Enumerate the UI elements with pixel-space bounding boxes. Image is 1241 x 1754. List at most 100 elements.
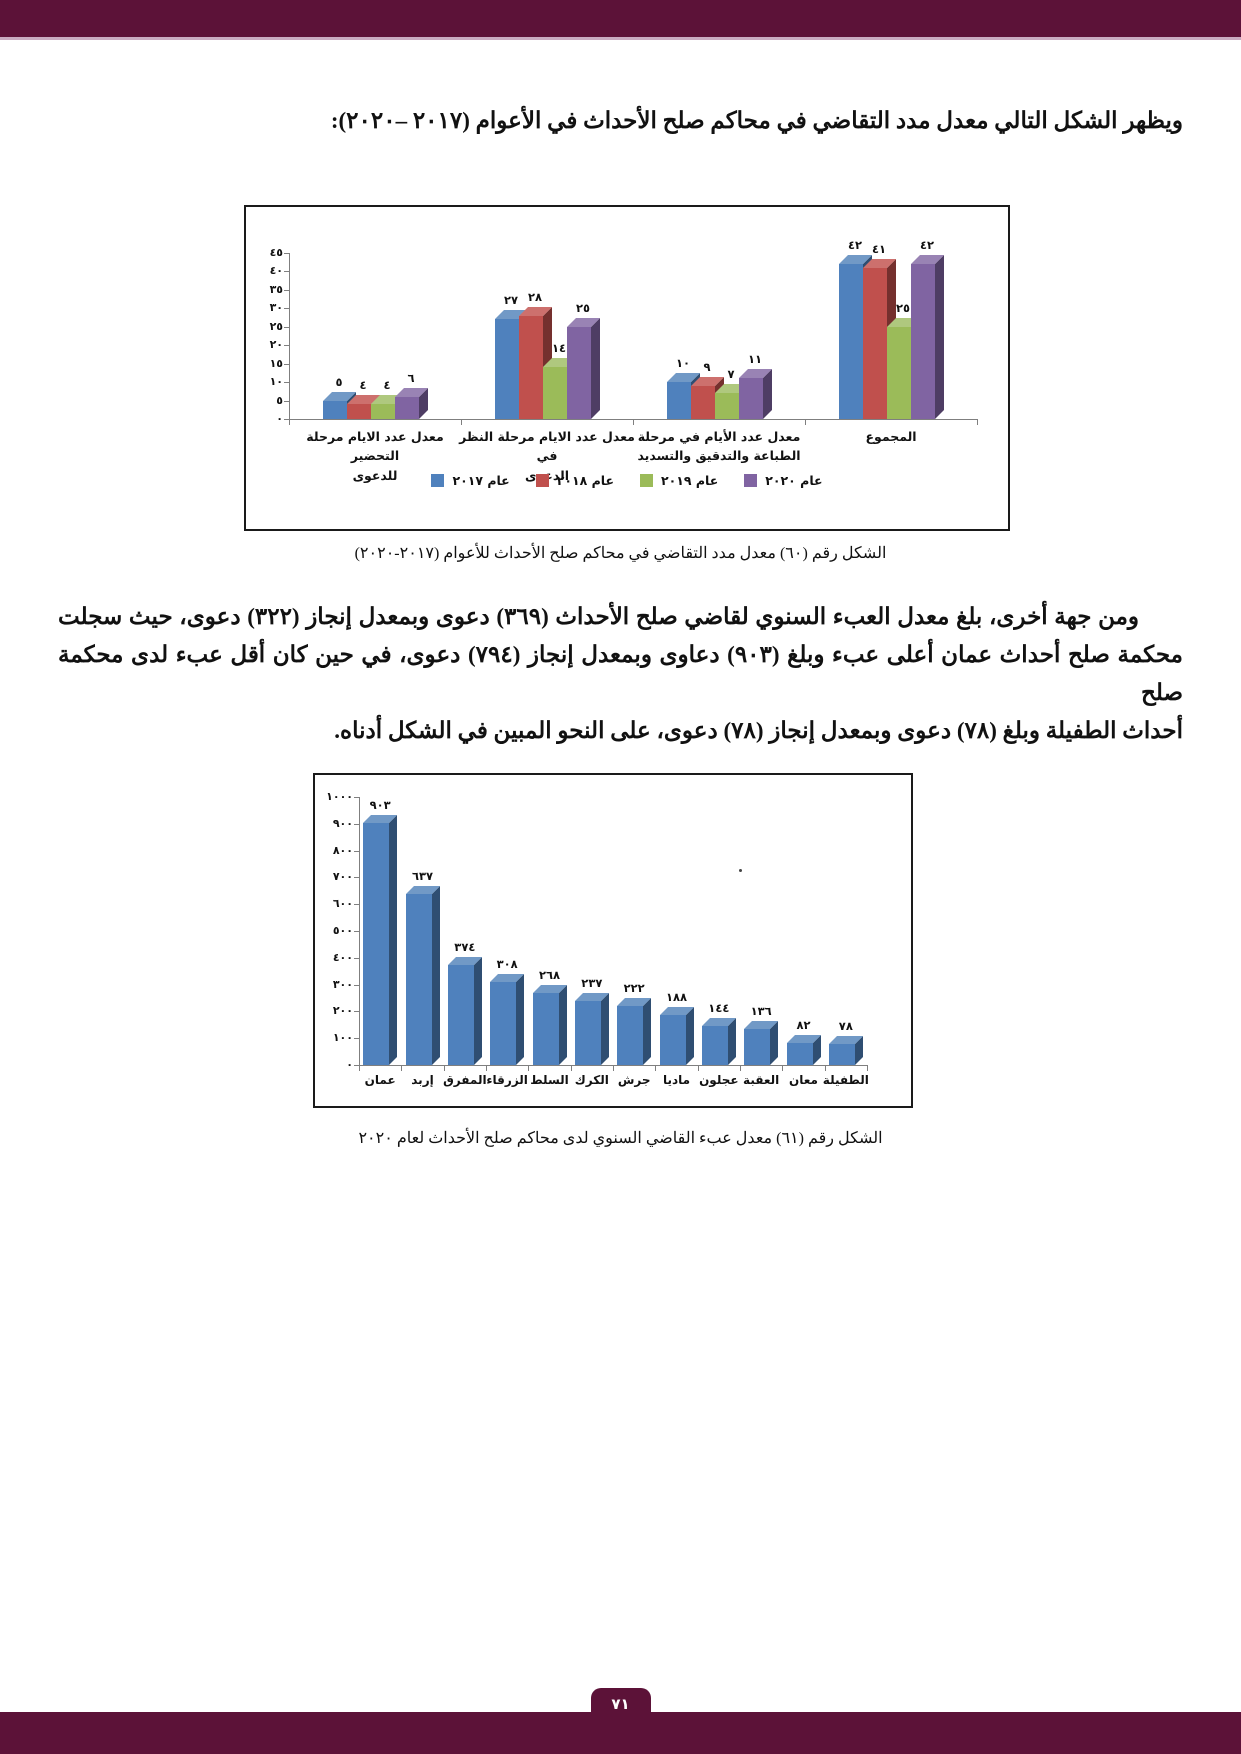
bar xyxy=(862,267,887,419)
y-axis-tick-label: ١٠٠٠ xyxy=(326,790,353,803)
y-tick xyxy=(284,363,289,365)
bar xyxy=(447,964,474,1065)
bar xyxy=(744,1028,771,1065)
category-label: معان xyxy=(789,1073,818,1087)
y-tick xyxy=(284,400,289,402)
y-axis-tick-label: ٣٥ xyxy=(269,282,283,296)
legend-item: عام ٢٠١٨ xyxy=(535,473,614,488)
bar xyxy=(542,367,567,419)
y-axis-tick-label: ٤٠٠ xyxy=(332,950,353,964)
bar xyxy=(532,993,559,1065)
bar xyxy=(910,264,935,419)
x-tick xyxy=(655,1065,657,1071)
bar-value-label: ٩ xyxy=(703,359,711,374)
y-tick xyxy=(354,931,359,932)
category-label: إربد xyxy=(411,1073,434,1087)
category-label: عجلون xyxy=(699,1073,739,1087)
bar-side-face xyxy=(685,1006,694,1065)
bar-value-label: ١٤ xyxy=(551,341,567,356)
y-tick xyxy=(354,797,359,798)
category-label: عمان xyxy=(364,1073,396,1087)
y-axis-tick-label: ٦٠٠ xyxy=(332,897,353,911)
bar xyxy=(828,1044,855,1065)
bar-value-label: ٤٢ xyxy=(919,238,935,253)
bar-side-face xyxy=(473,956,482,1065)
bar xyxy=(322,400,347,419)
legend-swatch xyxy=(535,474,549,487)
figure61-chart: ٠ ١٠٠ ٢٠٠ ٣٠٠ ٤٠٠ ٥٠٠ ٦٠٠ ٧٠٠ ٨٠٠ ٩٠٠ ١٠٠٠ عمان إربد… xyxy=(313,773,913,1108)
y-axis-tick-label: ٥ xyxy=(276,393,283,407)
bar xyxy=(886,326,911,419)
bar-value-label: ٧ xyxy=(727,367,735,382)
bar xyxy=(701,1026,728,1065)
bar xyxy=(714,393,739,419)
y-axis-tick-label: ١٥ xyxy=(269,356,283,370)
y-tick xyxy=(354,850,359,852)
bar xyxy=(786,1043,813,1065)
y-tick xyxy=(284,289,289,291)
bar-value-label: ٢٧ xyxy=(503,293,519,308)
bar xyxy=(394,396,419,419)
legend-label: عام ٢٠٢٠ xyxy=(765,473,823,488)
x-tick xyxy=(570,1065,572,1071)
legend-swatch xyxy=(744,474,758,487)
y-tick xyxy=(354,904,359,906)
y-tick xyxy=(284,271,289,273)
bar xyxy=(738,378,763,419)
bar xyxy=(659,1014,686,1065)
x-tick xyxy=(528,1065,530,1071)
figure60-chart: ٠ ٥ ١٠ ١٥ ٢٠ ٢٥ ٣٠ ٣٥ ٤٠ ٤٥ معدل عدد الايام مرحلة … xyxy=(244,205,1010,531)
y-tick xyxy=(354,1065,359,1066)
paragraph-line: محكمة صلح أحداث عمان أعلى عبء وبلغ (٩٠٣)… xyxy=(58,642,1183,705)
category-label: السلط xyxy=(530,1073,569,1087)
bar-value-label: ٥ xyxy=(335,374,343,389)
bar xyxy=(566,326,591,419)
figure60-caption: الشكل رقم (٦٠) معدل مدد التقاضي في محاكم… xyxy=(354,545,887,562)
y-axis-tick-label: ٩٠٠ xyxy=(332,816,353,830)
bar-value-label: ٨٢ xyxy=(796,1018,811,1033)
bar-value-label: ٢٥ xyxy=(895,300,911,315)
bar-value-label: ٢٨ xyxy=(527,289,543,304)
y-axis-tick-label: ٥٠٠ xyxy=(332,924,353,937)
x-tick xyxy=(782,1065,784,1071)
y-axis-tick-label: ٠ xyxy=(276,412,283,425)
x-tick xyxy=(613,1065,614,1071)
x-tick xyxy=(740,1065,741,1071)
legend-label: عام ٢٠١٧ xyxy=(452,473,510,488)
legend-swatch xyxy=(431,474,445,487)
bar-value-label: ١٨٨ xyxy=(665,989,688,1004)
paragraph-line: ومن جهة أخرى، بلغ معدل العبء السنوي لقاض… xyxy=(58,604,1140,629)
bar-side-face xyxy=(389,814,398,1065)
x-tick xyxy=(805,419,806,425)
y-tick xyxy=(284,345,289,347)
bar xyxy=(346,404,371,419)
bar xyxy=(838,264,863,419)
y-axis-tick-label: ٣٠ xyxy=(269,301,283,315)
stray-mark xyxy=(739,869,742,872)
chart-legend: عام ٢٠١٧ عام ٢٠١٨ عام ٢٠١٩ عام ٢٠٢٠ xyxy=(246,473,1008,488)
category-label: المفرق xyxy=(443,1073,487,1087)
x-tick xyxy=(697,1065,699,1071)
bar-value-label: ٦٣٧ xyxy=(411,869,434,884)
footer-bar xyxy=(0,1712,1241,1754)
header-bar xyxy=(0,0,1241,40)
x-tick xyxy=(401,1065,403,1071)
figure61-caption: الشكل رقم (٦١) معدل عبء القاضي السنوي لد… xyxy=(358,1130,883,1147)
legend-item: عام ٢٠٢٠ xyxy=(744,473,823,488)
bar xyxy=(405,894,432,1065)
y-axis-tick-label: ٧٠٠ xyxy=(332,870,353,884)
y-axis-tick-label: ٢٠ xyxy=(269,338,283,352)
y-axis-tick-label: ٤٠ xyxy=(269,264,283,278)
bar-value-label: ٢٣٧ xyxy=(581,976,603,991)
bar xyxy=(666,382,691,419)
x-tick xyxy=(289,419,290,425)
y-axis-tick-label: ٢٠٠ xyxy=(332,1004,353,1018)
bar-value-label: ٢٢٢ xyxy=(623,980,645,995)
category-label: معدل عدد الأيام في مرحلة الطباعة والتدقي… xyxy=(637,429,801,464)
x-tick xyxy=(486,1065,487,1071)
bar-value-label: ٣٠٨ xyxy=(496,957,518,972)
y-axis-tick-label: ١٠٠ xyxy=(332,1031,353,1045)
bar-side-face xyxy=(516,974,525,1065)
legend-swatch xyxy=(640,474,653,487)
